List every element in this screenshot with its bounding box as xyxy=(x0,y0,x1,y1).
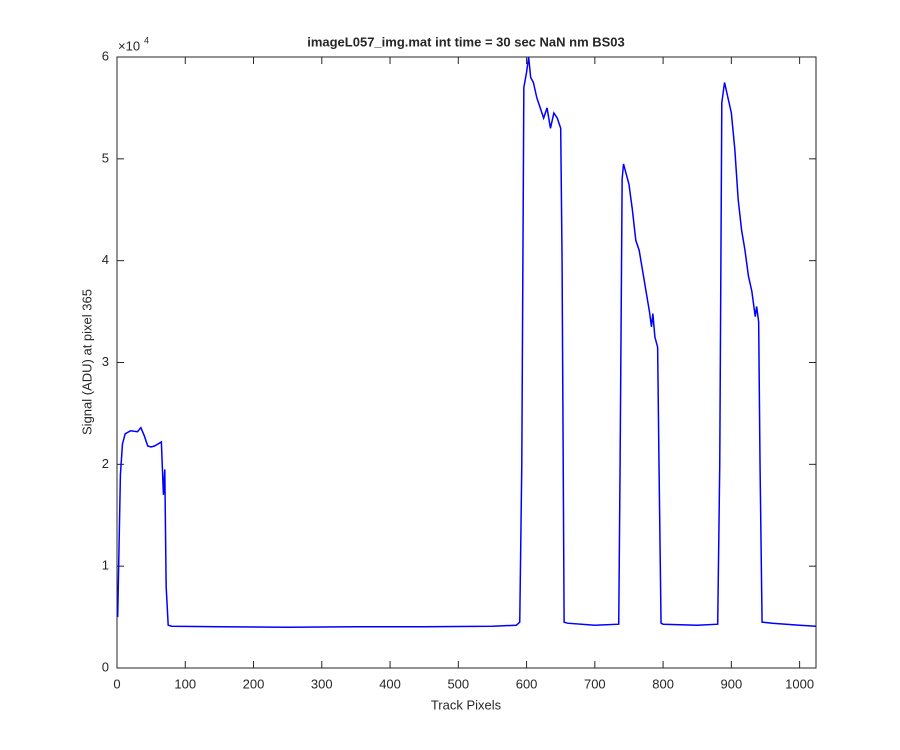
x-tick-label: 300 xyxy=(311,676,333,691)
x-tick-label: 900 xyxy=(721,676,743,691)
axes-box xyxy=(116,56,817,669)
y-tick-label: 3 xyxy=(102,354,109,369)
signal-line xyxy=(116,56,817,629)
exponent-power: 4 xyxy=(144,35,149,45)
x-tick-label: 800 xyxy=(652,676,674,691)
y-tick-label: 4 xyxy=(102,252,109,267)
chart-title: imageL057_img.mat int time = 30 sec NaN … xyxy=(307,34,625,49)
x-tick-label: 400 xyxy=(379,676,401,691)
exponent-label: ×10 xyxy=(118,38,140,53)
y-axis-label: Signal (ADU) at pixel 365 xyxy=(79,289,94,435)
x-axis-label: Track Pixels xyxy=(431,697,502,712)
y-tick-label: 6 xyxy=(102,48,109,63)
x-tick-label: 600 xyxy=(516,676,538,691)
x-tick-label: 0 xyxy=(113,676,120,691)
x-tick-label: 100 xyxy=(174,676,196,691)
y-tick-label: 5 xyxy=(102,150,109,165)
x-tick-label: 1000 xyxy=(785,676,814,691)
y-tick-label: 1 xyxy=(102,558,109,573)
x-tick-label: 500 xyxy=(447,676,469,691)
y-tick-label: 2 xyxy=(102,456,109,471)
x-tick-label: 200 xyxy=(243,676,265,691)
x-tick-label: 700 xyxy=(584,676,606,691)
y-tick-label: 0 xyxy=(102,659,109,674)
